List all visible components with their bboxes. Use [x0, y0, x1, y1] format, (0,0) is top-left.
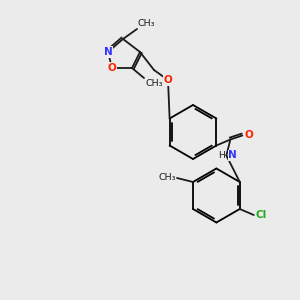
Text: O: O: [164, 75, 172, 85]
Text: N: N: [228, 151, 237, 160]
Text: Cl: Cl: [256, 210, 267, 220]
Text: N: N: [103, 47, 112, 57]
Text: O: O: [244, 130, 253, 140]
Text: CH₃: CH₃: [145, 79, 163, 88]
Text: H: H: [218, 151, 224, 160]
Text: O: O: [108, 63, 116, 73]
Text: CH₃: CH₃: [158, 173, 176, 182]
Text: CH₃: CH₃: [138, 19, 155, 28]
